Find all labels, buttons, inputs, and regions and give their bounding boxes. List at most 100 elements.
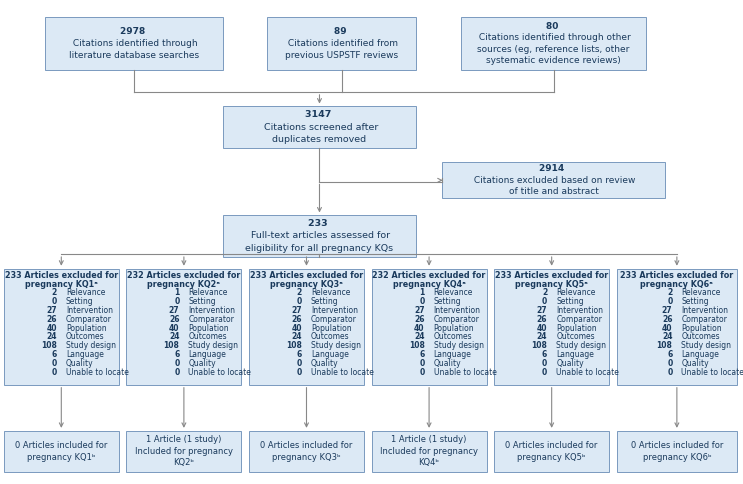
Text: Intervention: Intervention [681, 306, 728, 315]
Text: pregnancy KQ3ᵃ: pregnancy KQ3ᵃ [270, 280, 343, 288]
Text: 24: 24 [291, 333, 302, 341]
Text: Unable to locate: Unable to locate [434, 367, 496, 377]
Text: 2: 2 [296, 288, 302, 297]
Text: Quality: Quality [66, 359, 94, 368]
Text: 26: 26 [169, 315, 180, 324]
Text: Outcomes: Outcomes [557, 333, 594, 341]
Text: previous USPSTF reviews: previous USPSTF reviews [285, 51, 398, 60]
Text: 0: 0 [51, 297, 56, 306]
Text: 0 Articles included for: 0 Articles included for [631, 441, 723, 450]
Text: Quality: Quality [557, 359, 584, 368]
Text: 6: 6 [296, 350, 302, 359]
Text: Language: Language [189, 350, 226, 359]
Text: Quality: Quality [434, 359, 461, 368]
Text: 0: 0 [296, 359, 302, 368]
Text: 233: 233 [308, 219, 331, 228]
Text: Setting: Setting [189, 297, 216, 306]
Text: 24: 24 [46, 333, 56, 341]
Text: 24: 24 [414, 333, 425, 341]
Text: 0: 0 [296, 297, 302, 306]
Text: 233 Articles excluded for: 233 Articles excluded for [620, 271, 733, 280]
Text: Unable to locate: Unable to locate [557, 367, 619, 377]
Text: Language: Language [681, 350, 719, 359]
Text: Included for pregnancy: Included for pregnancy [135, 447, 233, 456]
Text: 0: 0 [542, 359, 547, 368]
Text: 26: 26 [536, 315, 547, 324]
Text: Outcomes: Outcomes [66, 333, 104, 341]
FancyBboxPatch shape [45, 17, 223, 70]
FancyBboxPatch shape [126, 269, 241, 385]
Text: pregnancy KQ1ᵇ: pregnancy KQ1ᵇ [27, 453, 96, 462]
FancyBboxPatch shape [126, 431, 241, 472]
Text: pregnancy KQ4ᵃ: pregnancy KQ4ᵃ [393, 280, 465, 288]
Text: Population: Population [189, 323, 229, 333]
Text: Study design: Study design [66, 341, 116, 350]
Text: 108: 108 [531, 341, 547, 350]
FancyBboxPatch shape [494, 431, 609, 472]
Text: Study design: Study design [189, 341, 239, 350]
Text: 2978: 2978 [120, 28, 148, 36]
Text: 89: 89 [334, 28, 350, 36]
Text: Comparator: Comparator [681, 315, 727, 324]
Text: Population: Population [66, 323, 106, 333]
Text: pregnancy KQ2ᵃ: pregnancy KQ2ᵃ [147, 280, 221, 288]
FancyBboxPatch shape [4, 431, 119, 472]
Text: 40: 40 [46, 323, 56, 333]
Text: Language: Language [311, 350, 348, 359]
Text: Citations identified through: Citations identified through [70, 39, 198, 48]
Text: 0: 0 [174, 359, 180, 368]
Text: 0: 0 [419, 359, 425, 368]
FancyBboxPatch shape [494, 269, 609, 385]
Text: 24: 24 [536, 333, 547, 341]
Text: 27: 27 [536, 306, 547, 315]
Text: 24: 24 [662, 333, 672, 341]
Text: Relevance: Relevance [681, 288, 721, 297]
Text: 1 Article (1 study): 1 Article (1 study) [146, 435, 221, 444]
Text: 6: 6 [51, 350, 56, 359]
Text: Citations identified from: Citations identified from [285, 39, 398, 48]
Text: 80: 80 [546, 22, 561, 30]
Text: 3147: 3147 [305, 110, 334, 120]
Text: 0: 0 [542, 367, 547, 377]
Text: 2: 2 [542, 288, 547, 297]
Text: 26: 26 [291, 315, 302, 324]
Text: 27: 27 [169, 306, 180, 315]
Text: 2914: 2914 [539, 164, 568, 173]
FancyBboxPatch shape [4, 269, 119, 385]
Text: Study design: Study design [557, 341, 606, 350]
Text: 0: 0 [174, 297, 180, 306]
Text: Comparator: Comparator [557, 315, 602, 324]
Text: 0: 0 [296, 367, 302, 377]
Text: 27: 27 [662, 306, 672, 315]
FancyBboxPatch shape [372, 269, 487, 385]
Text: 108: 108 [286, 341, 302, 350]
Text: Outcomes: Outcomes [434, 333, 472, 341]
Text: 0 Articles included for: 0 Articles included for [505, 441, 598, 450]
Text: 2: 2 [667, 288, 672, 297]
Text: Intervention: Intervention [557, 306, 603, 315]
Text: Relevance: Relevance [66, 288, 105, 297]
Text: Unable to locate: Unable to locate [66, 367, 129, 377]
Text: pregnancy KQ6ᵇ: pregnancy KQ6ᵇ [643, 453, 711, 462]
Text: Citations excluded based on review: Citations excluded based on review [471, 176, 636, 185]
Text: Setting: Setting [311, 297, 339, 306]
FancyBboxPatch shape [223, 106, 416, 148]
Text: Quality: Quality [189, 359, 216, 368]
Text: Relevance: Relevance [311, 288, 350, 297]
Text: Outcomes: Outcomes [311, 333, 349, 341]
Text: 0: 0 [667, 367, 672, 377]
Text: Setting: Setting [681, 297, 709, 306]
Text: of title and abstract: of title and abstract [509, 187, 598, 197]
Text: Population: Population [557, 323, 597, 333]
Text: Intervention: Intervention [66, 306, 113, 315]
Text: Relevance: Relevance [557, 288, 595, 297]
Text: Comparator: Comparator [311, 315, 357, 324]
Text: 40: 40 [662, 323, 672, 333]
Text: pregnancy KQ3ᵇ: pregnancy KQ3ᵇ [272, 453, 341, 462]
Text: 233 Articles excluded for: 233 Articles excluded for [495, 271, 609, 280]
Text: KQ4ᵇ: KQ4ᵇ [418, 458, 440, 468]
FancyBboxPatch shape [249, 269, 364, 385]
Text: Setting: Setting [557, 297, 584, 306]
Text: 0: 0 [419, 367, 425, 377]
Text: Comparator: Comparator [66, 315, 111, 324]
